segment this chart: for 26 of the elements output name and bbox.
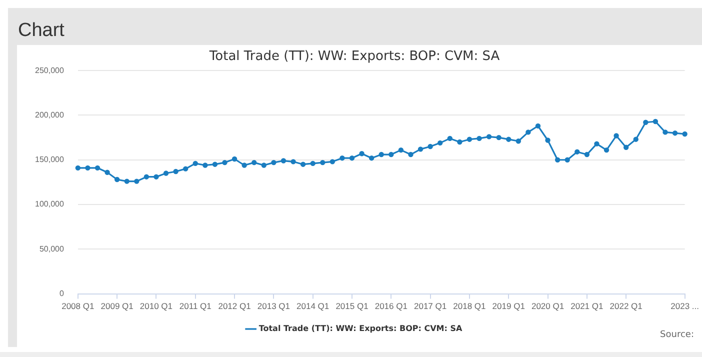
x-tick-label: 2022 Q1: [610, 301, 643, 312]
x-tick-label: 2012 Q1: [218, 301, 252, 312]
x-tick-label: 2018 Q1: [453, 301, 486, 312]
x-tick-label: 2014 Q1: [296, 301, 330, 312]
x-tick-label: 2019 Q1: [492, 301, 526, 312]
x-tick-label: 2009 Q1: [100, 301, 134, 312]
x-tick-label: 2010 Q1: [140, 301, 173, 312]
text: Chart: [18, 20, 64, 42]
x-tick-label: 2008 Q1: [62, 301, 94, 312]
y-tick-label: 150,000: [34, 155, 64, 164]
y-tick-label: 250,000: [34, 66, 64, 75]
x-tick-label: 2015 Q1: [336, 301, 369, 312]
y-tick-label: 0: [59, 289, 64, 298]
x-tick-label: 2011 Q1: [179, 301, 212, 312]
x-tick-label: 2020 Q1: [531, 301, 564, 312]
x-tick-label: 2016 Q1: [374, 301, 408, 312]
x-tick-label: 2023 ...: [670, 301, 699, 312]
y-tick-label: 100,000: [34, 200, 64, 209]
source-note: Source:: [660, 330, 694, 340]
x-tick-label: 2021 Q1: [570, 301, 604, 312]
y-tick-label: 200,000: [34, 110, 64, 120]
x-tick-label: 2017 Q1: [414, 301, 447, 312]
x-tick-label: 2013 Q1: [257, 301, 290, 312]
y-tick-label: 50,000: [39, 244, 64, 254]
legend-label: Total Trade (TT): WW: Exports: BOP: CVM: SA: [258, 324, 463, 334]
chart-title: Total Trade (TT): WW: Exports: BOP: CVM: SA: [208, 49, 500, 64]
